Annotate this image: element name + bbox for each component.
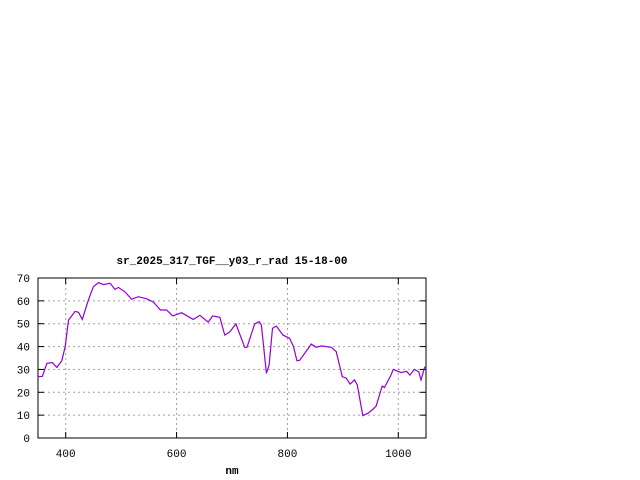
grid xyxy=(38,278,426,438)
x-tick-label: 1000 xyxy=(385,449,411,461)
series-line xyxy=(37,281,426,417)
plot-frame xyxy=(37,277,427,439)
y-tick-label: 30 xyxy=(17,365,30,377)
x-axis-label: nm xyxy=(225,466,239,478)
ticks: 0 10 20 30 40 50 60 70 400 600 800 1000 xyxy=(17,274,426,461)
y-tick-label: 20 xyxy=(17,388,30,400)
x-tick-label: 800 xyxy=(278,449,298,461)
x-tick-label: 600 xyxy=(167,449,187,461)
y-tick-label: 70 xyxy=(17,274,30,286)
y-tick-label: 0 xyxy=(23,434,30,446)
x-tick-label: 400 xyxy=(56,449,76,461)
y-tick-label: 10 xyxy=(17,411,30,423)
y-tick-label: 50 xyxy=(17,320,30,332)
y-tick-label: 40 xyxy=(17,343,30,355)
y-tick-label: 60 xyxy=(17,297,30,309)
chart-title: sr_2025_317_TGF__y03_r_rad 15-18-00 xyxy=(116,256,347,268)
